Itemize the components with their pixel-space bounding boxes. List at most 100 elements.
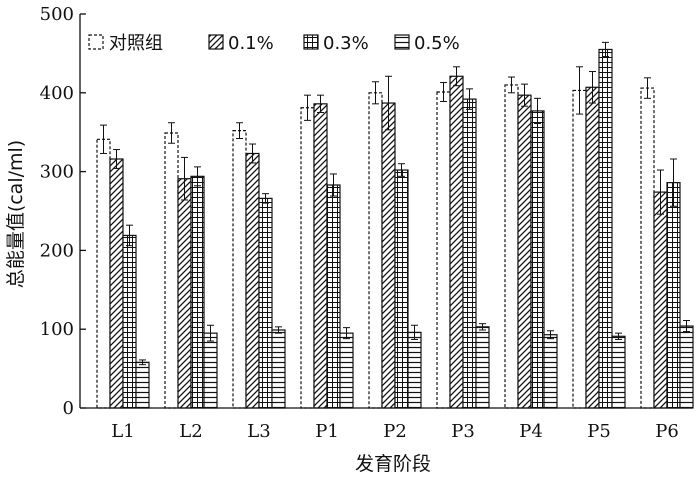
error-bar-l2-series-2 — [194, 166, 201, 187]
bar-l1-series-0 — [96, 138, 111, 409]
legend-item-2: 0.3% — [303, 33, 369, 54]
x-tick-label-p4: P4 — [519, 421, 543, 442]
bar-p3-series-1 — [449, 75, 464, 409]
bars-layer — [96, 48, 694, 409]
y-axis: 0 100 200 300 400 500 — [40, 4, 86, 419]
error-bar-l1-series-0 — [100, 124, 107, 154]
error-bar-l2-series-1 — [181, 156, 188, 201]
error-bar-p3-series-1 — [453, 66, 460, 87]
error-bar-l1-series-3 — [139, 359, 146, 366]
error-bar-p4-series-0 — [508, 76, 515, 94]
y-axis-title: 总能量值(cal/ml) — [5, 140, 27, 288]
error-bar-p1-series-0 — [304, 94, 311, 121]
y-tick-label-400: 400 — [40, 83, 74, 104]
x-axis: L1 L2 L3 P1 P2 P3 P4 P5 P6 — [80, 407, 692, 442]
legend-label-0: 对照组 — [109, 33, 163, 54]
error-bar-p1-series-3 — [343, 327, 350, 340]
error-bar-l1-series-1 — [113, 149, 120, 169]
bar-p3-series-3 — [475, 326, 490, 409]
error-bar-p1-series-1 — [317, 94, 324, 113]
bar-p2-series-0 — [368, 92, 383, 409]
bar-p4-series-1 — [517, 94, 532, 409]
y-tick-label-300: 300 — [40, 162, 74, 183]
error-bar-l1-series-2 — [126, 224, 133, 247]
error-bar-p3-series-3 — [479, 323, 486, 331]
y-tick-label-100: 100 — [40, 319, 74, 340]
error-bar-l2-series-3 — [207, 324, 214, 342]
error-bar-p2-series-0 — [372, 81, 379, 105]
bar-l2-series-1 — [177, 178, 192, 409]
bar-p1-series-0 — [300, 107, 315, 409]
error-bar-p5-series-2 — [602, 41, 609, 58]
bar-p5-series-3 — [611, 335, 626, 409]
bar-l2-series-0 — [164, 132, 179, 409]
error-bar-p5-series-3 — [615, 332, 622, 340]
error-bar-l3-series-0 — [236, 122, 243, 140]
bar-p5-series-1 — [585, 86, 600, 409]
error-bar-p1-series-2 — [330, 173, 337, 197]
legend-label-2: 0.3% — [323, 33, 369, 54]
error-bar-p3-series-2 — [466, 88, 473, 110]
bar-p2-series-1 — [381, 102, 396, 409]
bar-p1-series-3 — [339, 332, 354, 409]
error-bar-p2-series-2 — [398, 163, 405, 177]
error-bar-p4-series-1 — [521, 83, 528, 107]
error-bars-layer — [100, 41, 690, 366]
legend-swatch-2 — [303, 34, 319, 50]
bar-l3-series-1 — [245, 152, 260, 409]
bar-p4-series-0 — [504, 84, 519, 409]
legend-item-1: 0.1% — [208, 33, 274, 54]
legend-swatch-1 — [208, 34, 224, 50]
x-tick-label-l1: L1 — [111, 421, 134, 442]
bar-l3-series-2 — [258, 197, 273, 409]
bar-p6-series-1 — [653, 191, 668, 409]
bar-l2-series-2 — [190, 175, 205, 409]
legend-item-3: 0.5% — [394, 33, 460, 54]
bar-p6-series-0 — [640, 87, 655, 409]
x-tick-label-p6: P6 — [655, 421, 679, 442]
x-tick-label-l3: L3 — [247, 421, 270, 442]
error-bar-p6-series-3 — [683, 320, 690, 333]
y-tick-label-500: 500 — [40, 4, 74, 25]
error-bar-p6-series-1 — [657, 169, 664, 215]
y-tick-label-200: 200 — [40, 240, 74, 261]
error-bar-p5-series-0 — [576, 66, 583, 115]
x-tick-label-p3: P3 — [451, 421, 475, 442]
bar-l2-series-3 — [203, 332, 218, 409]
bar-p3-series-0 — [436, 91, 451, 409]
error-bar-l3-series-2 — [262, 193, 269, 204]
bar-p1-series-2 — [326, 184, 341, 409]
error-bar-l3-series-3 — [275, 326, 282, 334]
bar-p2-series-3 — [407, 331, 422, 409]
legend-label-3: 0.5% — [414, 33, 460, 54]
bar-l1-series-1 — [109, 158, 124, 409]
bar-l1-series-3 — [135, 361, 150, 409]
bar-p2-series-2 — [394, 169, 409, 409]
x-axis-title: 发育阶段 — [355, 453, 431, 475]
x-tick-label-p1: P1 — [315, 421, 339, 442]
y-tick-label-0: 0 — [63, 398, 74, 419]
error-bar-p6-series-2 — [670, 158, 677, 207]
bar-p6-series-3 — [679, 325, 694, 409]
error-bar-p6-series-0 — [644, 77, 651, 99]
bar-p5-series-0 — [572, 89, 587, 409]
x-tick-label-l2: L2 — [179, 421, 202, 442]
error-bar-p2-series-3 — [411, 324, 418, 340]
error-bar-p4-series-3 — [547, 330, 554, 340]
bar-p5-series-2 — [598, 48, 613, 409]
bar-p6-series-2 — [666, 182, 681, 409]
x-tick-label-p2: P2 — [383, 421, 407, 442]
legend-label-1: 0.1% — [228, 33, 274, 54]
error-bar-p3-series-0 — [440, 82, 447, 102]
bar-l3-series-3 — [271, 329, 286, 409]
bar-l1-series-2 — [122, 234, 137, 409]
bar-l3-series-0 — [232, 130, 247, 409]
legend-swatch-0 — [88, 34, 104, 50]
legend-item-0: 对照组 — [88, 33, 163, 54]
legend-swatch-3 — [394, 34, 410, 50]
bar-p3-series-2 — [462, 98, 477, 409]
x-tick-label-p5: P5 — [587, 421, 611, 442]
bar-p1-series-1 — [313, 103, 328, 409]
bar-p4-series-3 — [543, 334, 558, 409]
